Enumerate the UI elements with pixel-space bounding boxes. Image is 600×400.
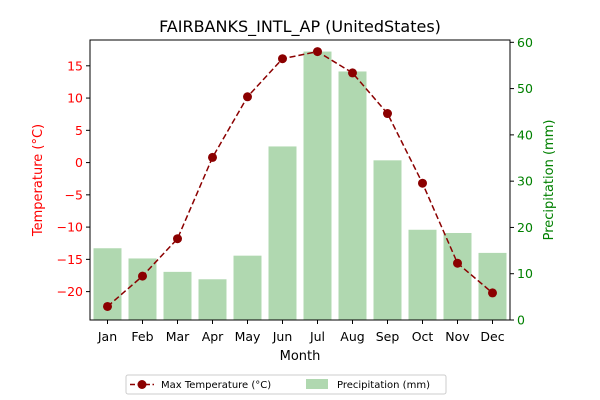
temperature-point [453,258,462,268]
x-tick-label: Feb [131,329,153,344]
x-tick-label: Oct [412,329,434,344]
x-tick-label: Apr [202,329,224,344]
right-tick-label: 20 [517,220,533,235]
precip-bar [443,232,472,320]
x-tick-label: Sep [376,329,400,344]
x-tick-label: Jul [309,329,325,344]
legend-line-label: Max Temperature (°C) [161,380,271,391]
x-tick-label: Jun [272,329,293,344]
precip-bar [163,271,192,320]
plot-frame [89,39,511,321]
x-tick-label: Dec [480,329,504,344]
left-tick-label: −10 [57,220,83,235]
precip-bar [303,51,332,320]
right-tick-label: 40 [517,127,533,142]
temperature-point [488,288,497,298]
line-layer [103,47,497,311]
legend: Max Temperature (°C) Precipitation (mm) [125,374,447,395]
precip-bar [338,71,367,321]
x-axis: Jan Feb Mar Apr May Jun Jul Aug Sep Oct Nov Dec [97,320,505,344]
precip-bar [128,258,157,320]
legend-marker-swatch [137,380,147,389]
temperature-point [173,234,182,244]
left-tick-label: 0 [75,155,83,170]
x-tick-label: May [235,329,261,344]
legend-frame [125,374,447,395]
legend-bar-swatch [306,379,328,389]
left-axis-label: Temperature (°C) [31,124,46,237]
bars-layer [93,51,507,321]
legend-bar-label: Precipitation (mm) [337,380,430,391]
precip-bar [198,279,227,320]
right-tick-label: 10 [517,266,533,281]
chart-title: FAIRBANKS_INTL_AP (UnitedStates) [159,17,441,37]
temperature-point [418,178,427,188]
right-axis: 0 10 20 30 40 50 60 [510,35,533,328]
right-tick-label: 0 [517,313,525,328]
temperature-point [278,54,287,64]
temperature-point [243,92,252,102]
precip-bar [408,229,437,320]
temperature-point [348,68,357,78]
x-axis-label: Month [280,349,321,364]
temperature-point [138,271,147,281]
x-tick-label: Mar [166,329,190,344]
left-axis: −20 −15 −10 −5 0 5 10 15 [57,58,90,299]
precip-bar [373,160,402,320]
left-tick-label: −15 [57,252,83,267]
temperature-point [208,152,217,162]
x-tick-label: Aug [340,329,364,344]
x-tick-label: Jan [97,329,117,344]
precip-bar [478,252,507,320]
temperature-point [313,47,322,57]
left-tick-label: 15 [67,58,83,73]
temperature-point [383,109,392,119]
left-tick-label: 5 [75,123,83,138]
right-tick-label: 50 [517,81,533,96]
right-axis-label: Precipitation (mm) [542,120,557,241]
right-tick-label: 30 [517,174,533,189]
precip-bar [233,255,262,320]
left-tick-label: 10 [67,91,83,106]
left-tick-label: −5 [65,187,83,202]
precip-bar [268,146,297,320]
left-tick-label: −20 [57,284,83,299]
temperature-line [107,50,493,308]
right-tick-label: 60 [517,35,533,50]
temperature-point [103,301,112,311]
x-tick-label: Nov [445,329,470,344]
